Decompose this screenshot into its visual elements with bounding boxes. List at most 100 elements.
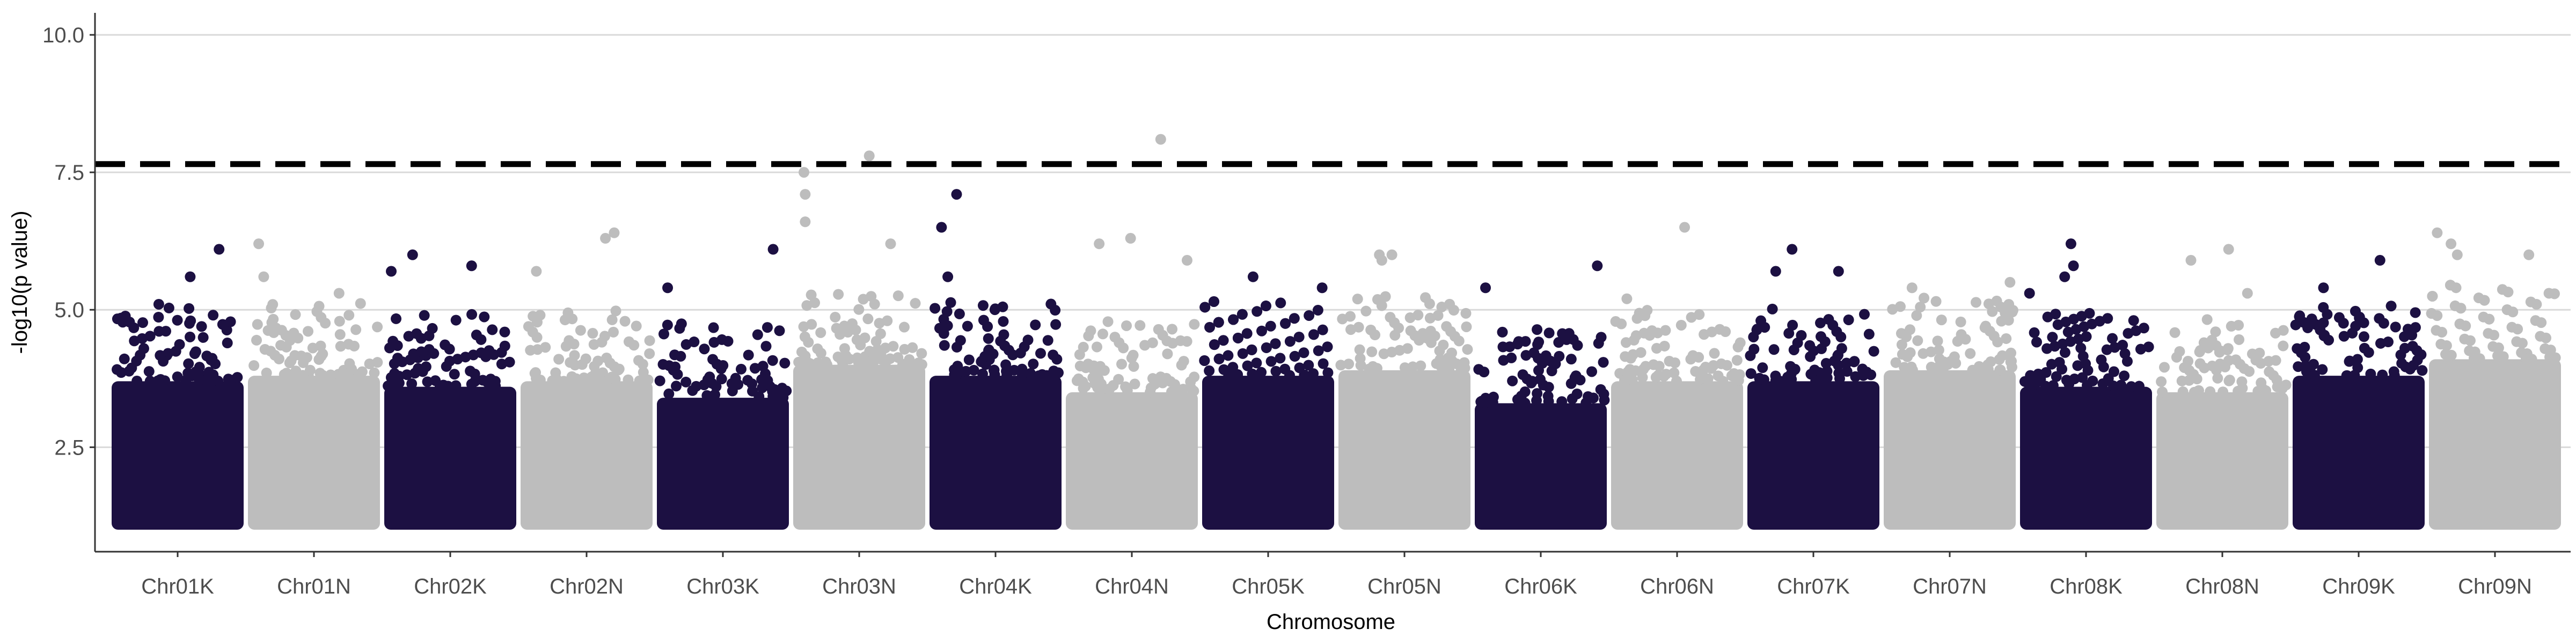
band-point-Chr06N — [1635, 347, 1646, 358]
band-point-Chr07K — [1783, 328, 1795, 339]
band-point-Chr07K — [1816, 331, 1827, 342]
band-point-Chr02K — [406, 378, 418, 389]
band-point-Chr01K — [163, 302, 174, 313]
x-tick-label-Chr08K: Chr08K — [2050, 575, 2123, 598]
band-point-Chr01N — [303, 326, 314, 337]
snp-point-Chr06K-33 — [1480, 282, 1491, 294]
band-point-Chr02K — [450, 314, 462, 326]
band-point-Chr08N — [2223, 355, 2234, 366]
band-point-Chr09K — [2390, 321, 2401, 333]
band-point-Chr06K — [1557, 328, 1568, 339]
snp-bands — [112, 280, 2561, 530]
band-point-Chr02N — [609, 361, 620, 372]
band-point-Chr02K — [496, 358, 507, 370]
band-point-Chr01K — [144, 376, 156, 387]
snp-point-Chr01N-6 — [333, 288, 345, 299]
band-point-Chr06K — [1553, 337, 1564, 348]
band-point-Chr01N — [304, 364, 316, 376]
band-point-Chr06N — [1653, 361, 1665, 372]
snp-point-Chr09N-53 — [2523, 249, 2535, 260]
band-point-Chr09N — [2445, 280, 2456, 291]
band-point-Chr07N — [1911, 310, 1922, 321]
band-point-Chr01N — [334, 316, 345, 327]
band-point-Chr03N — [806, 289, 817, 301]
x-tick-label-Chr04N: Chr04N — [1095, 575, 1169, 598]
band-point-Chr09K — [2309, 370, 2320, 381]
band-point-Chr07N — [1887, 304, 1898, 315]
band-point-Chr02N — [619, 316, 631, 327]
band-point-Chr02N — [531, 332, 543, 343]
band-point-Chr05N — [1378, 348, 1389, 360]
band-point-Chr04K — [977, 300, 989, 311]
band-point-Chr05K — [1204, 365, 1215, 376]
band-point-Chr06N — [1660, 369, 1672, 380]
snp-point-Chr04N-25 — [1094, 238, 1105, 250]
x-tick-label-Chr09N: Chr09N — [2458, 575, 2532, 598]
band-point-Chr02N — [628, 340, 640, 351]
band-point-Chr05N — [1436, 302, 1447, 313]
band-point-Chr08K — [2057, 363, 2068, 375]
band-point-Chr01N — [267, 299, 279, 310]
y-tick-label-2: 7.5 — [54, 161, 84, 185]
band-point-Chr02N — [547, 375, 558, 386]
band-point-Chr07K — [1767, 303, 1778, 314]
band-point-Chr03K — [704, 371, 715, 383]
snp-point-Chr08N-45 — [2223, 244, 2234, 255]
band-point-Chr06K — [1479, 367, 1490, 378]
snp-point-Chr08K-44 — [2024, 288, 2035, 299]
band-point-Chr05N — [1343, 358, 1355, 370]
band-point-Chr09K — [2388, 366, 2399, 377]
band-point-Chr03N — [916, 359, 927, 370]
band-point-Chr04K — [1022, 334, 1034, 346]
band-point-Chr01N — [372, 321, 383, 333]
band-point-Chr03K — [680, 376, 692, 387]
band-point-Chr06K — [1480, 397, 1491, 408]
band-point-Chr02K — [440, 339, 451, 350]
band-point-Chr08N — [2260, 385, 2272, 396]
band-point-Chr07N — [1984, 326, 1995, 337]
band-point-Chr08N — [2169, 327, 2180, 338]
band-point-Chr08N — [2218, 386, 2229, 398]
band-point-Chr02K — [450, 380, 462, 391]
band-point-Chr04N — [1139, 340, 1151, 351]
band-point-Chr08N — [2223, 375, 2235, 386]
band-point-Chr05N — [1413, 310, 1424, 321]
snp-point-Chr02K-9 — [386, 266, 397, 277]
band-point-Chr04N — [1085, 325, 1096, 336]
band-point-Chr04N — [1097, 328, 1108, 340]
band-point-Chr07N — [1936, 314, 1947, 326]
band-point-Chr03K — [779, 357, 791, 369]
band-point-Chr05K — [1313, 345, 1324, 356]
band-point-Chr06K — [1512, 394, 1523, 405]
band-point-Chr04N — [1080, 380, 1091, 392]
band-Chr02K — [383, 309, 516, 530]
band-point-Chr07K — [1827, 319, 1839, 331]
band-Chr06N — [1610, 305, 1746, 530]
band-point-Chr05N — [1360, 305, 1372, 317]
band-point-Chr09K — [2410, 307, 2421, 318]
band-point-Chr05N — [1451, 358, 1462, 369]
band-point-Chr05N — [1435, 360, 1446, 371]
band-point-Chr07K — [1833, 368, 1845, 379]
band-point-Chr03K — [698, 379, 709, 391]
band-point-Chr07N — [1983, 298, 1994, 310]
band-point-Chr02K — [471, 330, 482, 341]
band-point-Chr08K — [2101, 344, 2112, 355]
band-Chr09N — [2426, 280, 2561, 530]
band-point-Chr05N — [1366, 346, 1378, 357]
band-point-Chr06K — [1532, 339, 1543, 350]
band-point-Chr01K — [195, 374, 206, 385]
band-point-Chr05N — [1424, 312, 1436, 324]
band-point-Chr06N — [1699, 329, 1710, 340]
band-point-Chr03K — [730, 372, 741, 384]
band-point-Chr01N — [290, 365, 302, 377]
band-point-Chr09K — [2306, 313, 2317, 325]
band-point-Chr02K — [391, 313, 402, 324]
band-point-Chr03K — [774, 325, 785, 336]
snp-point-Chr03N-15 — [863, 150, 875, 162]
band-point-Chr05N — [1459, 357, 1470, 368]
band-point-Chr09K — [2290, 319, 2301, 331]
band-point-Chr07K — [1792, 337, 1803, 348]
band-point-Chr06N — [1675, 319, 1687, 331]
snp-points — [115, 134, 2555, 324]
